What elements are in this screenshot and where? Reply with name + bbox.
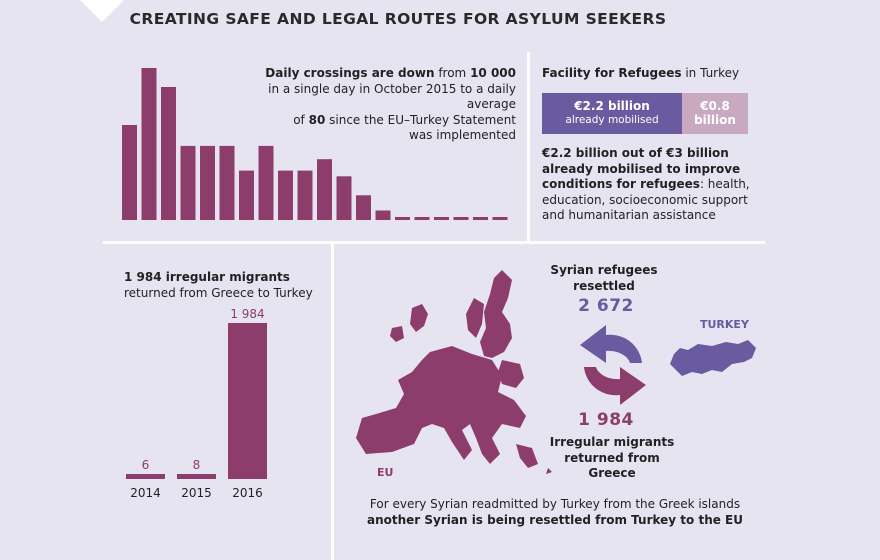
returned-label: Irregular migrants returned from Greece <box>549 435 675 480</box>
remaining-funds-segment: €0.8 billion <box>682 93 748 134</box>
returns-value-label: 6 <box>142 458 150 472</box>
divider-vertical-top <box>527 52 530 242</box>
crossings-line4: was implemented <box>409 128 516 142</box>
crossings-bar <box>122 125 137 220</box>
crossings-from: from <box>434 66 471 80</box>
page-title: CREATING SAFE AND LEGAL ROUTES FOR ASYLU… <box>129 10 667 28</box>
crossings-bar <box>395 217 410 220</box>
crossings-headline: Daily crossings are down <box>265 66 435 80</box>
returns-subline: returned from Greece to Turkey <box>124 285 313 300</box>
facility-desc-bold: €2.2 billion out of €3 billion already m… <box>542 146 741 191</box>
returns-year-label: 2014 <box>130 486 161 500</box>
facility-desc-rest: : health, education, socioeconomic suppo… <box>542 177 750 222</box>
returns-bar-2015 <box>177 474 216 479</box>
returns-year-label: 2015 <box>181 486 212 500</box>
crossings-bar <box>200 145 215 220</box>
mobilised-funds-segment: €2.2 billion already mobilised <box>542 93 682 134</box>
remaining-unit: billion <box>694 113 736 127</box>
crossings-average-value: 80 <box>308 112 326 127</box>
eu-map-icon <box>356 270 552 474</box>
crossings-bar <box>278 170 293 220</box>
crossings-bar <box>453 217 469 220</box>
crossings-bar <box>141 68 157 220</box>
remaining-amount: €0.8 <box>700 99 730 113</box>
returned-count: 1 984 <box>578 410 634 430</box>
facility-description: €2.2 billion out of €3 billion already m… <box>542 146 757 224</box>
returns-value-label: 1 984 <box>230 307 264 321</box>
crossings-bar <box>336 176 352 220</box>
daily-crossings-chart <box>122 68 508 220</box>
crossings-bar <box>258 145 274 220</box>
resettled-label: Syrian refugees resettled <box>550 263 658 293</box>
crossings-bar <box>473 217 488 220</box>
exchange-arrows-icon <box>580 325 646 405</box>
crossings-of: of <box>293 112 309 127</box>
mobilised-amount: €2.2 billion <box>574 99 650 113</box>
returns-value-label: 8 <box>193 458 201 472</box>
divider-vertical-bottom <box>331 243 334 560</box>
facility-title-bold: Facility for Refugees <box>542 66 682 80</box>
top-notch-decoration <box>80 0 124 22</box>
resettled-count: 2 672 <box>578 296 634 316</box>
returns-bar-2014 <box>126 474 165 479</box>
crossings-bar <box>375 210 391 220</box>
crossings-bar <box>219 145 235 220</box>
crossings-bar <box>317 159 332 220</box>
returns-text: 1 984 irregular migrants returned from G… <box>124 270 334 301</box>
divider-horizontal <box>103 241 765 244</box>
bottom-line2: another Syrian is being resettled from T… <box>366 512 743 527</box>
crossings-bar <box>297 170 313 220</box>
crossings-peak-value: 10 000 <box>470 66 516 80</box>
returns-by-year-chart: 6 2014 8 2015 1 984 2016 <box>126 307 267 500</box>
crossings-bar <box>492 217 508 220</box>
crossings-bar <box>414 217 430 220</box>
crossings-bar <box>239 170 254 220</box>
eu-label: EU <box>377 466 394 479</box>
crossings-since: since the EU–Turkey Statement <box>325 112 516 127</box>
bottom-line1: For every Syrian readmitted by Turkey fr… <box>369 497 741 511</box>
crossings-line2: in a single day in October 2015 to a dai… <box>268 81 516 112</box>
facility-title-rest: in Turkey <box>681 66 740 80</box>
returns-year-label: 2016 <box>232 486 263 500</box>
crossings-bar <box>180 145 196 220</box>
crossings-bar <box>356 195 371 220</box>
turkey-label: TURKEY <box>700 318 749 331</box>
bottom-statement: For every Syrian readmitted by Turkey fr… <box>340 497 770 528</box>
returns-bar-2016 <box>228 323 267 479</box>
crossings-bar <box>161 87 176 220</box>
turkey-map-icon <box>670 340 756 376</box>
mobilised-label: already mobilised <box>565 114 659 126</box>
crossings-bar <box>434 217 449 220</box>
facility-title: Facility for Refugees in Turkey <box>542 66 739 80</box>
returns-headline: 1 984 irregular migrants <box>124 270 290 284</box>
daily-crossings-text: Daily crossings are down from 10 000 in … <box>226 66 516 144</box>
